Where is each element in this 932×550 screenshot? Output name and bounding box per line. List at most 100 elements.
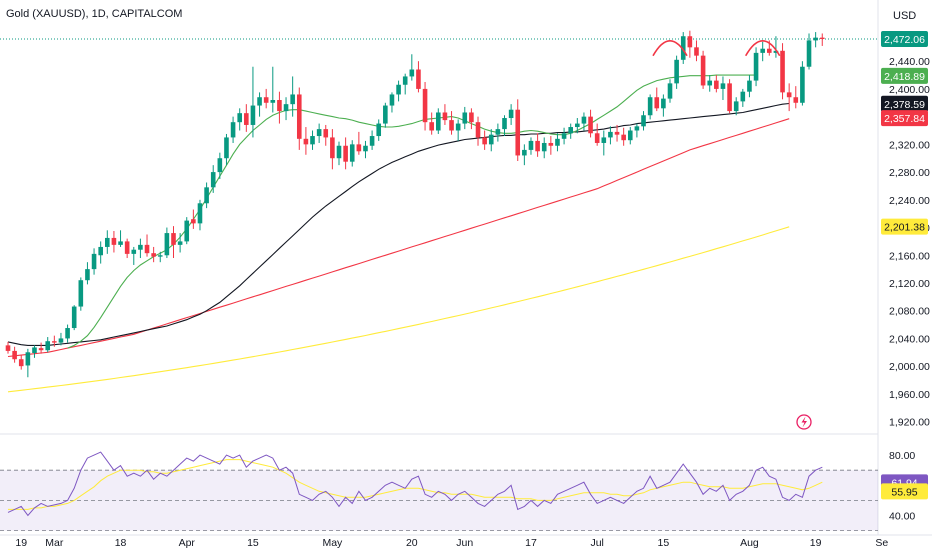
price-tag: 2,201.38 (881, 218, 928, 235)
candle (197, 199, 203, 231)
rsi-lines (7, 451, 823, 517)
candle (522, 144, 527, 166)
candle (575, 118, 580, 134)
candle (608, 126, 613, 145)
candle (12, 346, 17, 363)
currency-label[interactable]: USD (893, 10, 917, 22)
candle (555, 133, 560, 152)
candle (131, 246, 137, 265)
time-tick-label: 15 (658, 537, 670, 549)
time-tick-label: 18 (115, 537, 127, 549)
candle (740, 88, 746, 107)
candle (813, 32, 818, 48)
candle (727, 79, 732, 114)
candle (111, 231, 117, 253)
candle (376, 119, 382, 141)
candle (270, 66, 276, 113)
price-tick-label: 1,960.00 (889, 389, 930, 401)
time-tick-label: 19 (810, 537, 822, 549)
candle (356, 131, 362, 155)
candle (171, 226, 176, 259)
candle (85, 262, 90, 285)
time-tick-label: Jun (456, 537, 473, 549)
price-tick-label: 2,320.00 (889, 139, 930, 151)
candle (535, 133, 540, 157)
candle (714, 75, 719, 93)
candle (747, 75, 752, 98)
rsi-tick-label: 40.00 (889, 510, 915, 522)
candle (217, 152, 223, 180)
candle (707, 75, 713, 92)
candle (91, 248, 97, 275)
candle (402, 73, 408, 95)
price-tick-label: 2,440.00 (889, 56, 930, 68)
candle (634, 123, 640, 138)
flash-icon[interactable] (796, 414, 812, 430)
candle (78, 277, 84, 311)
candle (647, 94, 653, 120)
candle (455, 119, 461, 141)
candle (760, 41, 765, 62)
time-tick-label: 15 (247, 537, 259, 549)
candle (528, 137, 534, 155)
price-tick-label: 2,040.00 (889, 333, 930, 345)
candle (462, 106, 468, 130)
candle (316, 123, 322, 143)
time-tick-label: 17 (525, 537, 537, 549)
price-tick-label: 2,280.00 (889, 167, 930, 179)
price-tick-label: 1,920.00 (889, 417, 930, 429)
candle (52, 335, 57, 347)
time-tick-label: Jul (590, 537, 603, 549)
time-tick-label: Se (875, 537, 888, 549)
candle (773, 36, 779, 58)
candle (753, 47, 759, 87)
candle (733, 97, 739, 116)
candle (204, 182, 209, 209)
svg-text:2,378.59: 2,378.59 (884, 99, 925, 111)
candle (436, 108, 441, 134)
rsi-ma-line (8, 459, 823, 510)
candle (277, 91, 282, 124)
candle (363, 140, 368, 159)
candle (157, 251, 163, 263)
candle (614, 124, 620, 142)
candle (561, 127, 567, 145)
candle (177, 233, 183, 253)
candle (694, 40, 699, 62)
price-tick-label: 2,400.00 (889, 84, 930, 96)
candle (442, 104, 448, 125)
candlestick-series (5, 30, 825, 378)
time-tick-label: Apr (179, 537, 196, 549)
grid-lines (0, 0, 932, 536)
candle (58, 332, 64, 346)
rsi-band-area (0, 469, 878, 531)
candle (65, 324, 70, 343)
candle (389, 92, 395, 113)
candle (98, 241, 103, 264)
sma-black-line (7, 102, 790, 346)
candle (210, 165, 216, 193)
candle (687, 30, 693, 58)
candle (310, 130, 315, 150)
candle (568, 123, 573, 139)
price-tick-label: 2,160.00 (889, 250, 930, 262)
moving-average-lines (7, 74, 790, 393)
candle (667, 79, 673, 103)
candle (581, 112, 587, 131)
rsi-tick-label: 80.00 (889, 450, 915, 462)
candle (283, 97, 289, 121)
svg-text:55.95: 55.95 (891, 486, 917, 498)
svg-text:2,357.84: 2,357.84 (884, 113, 925, 125)
candle (475, 116, 481, 146)
candle (800, 61, 805, 106)
candle (5, 341, 11, 354)
svg-text:2,201.38: 2,201.38 (884, 222, 925, 234)
candle (303, 127, 309, 155)
rsi-band-fill (0, 470, 878, 531)
candle (25, 348, 31, 378)
candle (621, 127, 626, 146)
candle (502, 115, 507, 137)
price-tick-label: 2,080.00 (889, 306, 930, 318)
price-tag: 2,472.06 (881, 30, 928, 47)
